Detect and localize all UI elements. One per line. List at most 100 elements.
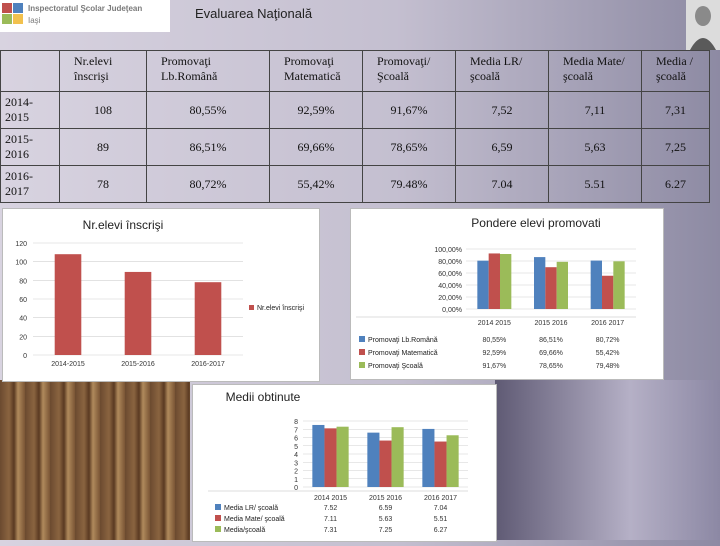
x-tick-label: 2016 2017	[424, 495, 457, 502]
x-tick-label: 2015 2016	[534, 320, 567, 327]
data-label: 92,59%	[482, 350, 506, 357]
table-cell: 89	[59, 128, 147, 166]
bar	[324, 428, 337, 487]
y-tick-label: 4	[294, 452, 298, 459]
bar	[488, 253, 500, 309]
data-label: 78,65%	[539, 363, 563, 370]
data-label: 6.27	[434, 527, 448, 534]
table-cell: 7,11	[548, 91, 642, 129]
legend-swatch	[359, 349, 365, 355]
x-tick-label: 2016-2017	[191, 361, 225, 368]
legend-label: Promovaţi Lb.Română	[368, 337, 438, 344]
y-tick-label: 2	[294, 469, 298, 476]
page-title: Evaluarea Naţională	[195, 6, 313, 21]
chart-panel-enrolled: Nr.elevi înscrişi 0 20 40 60 80 100 120 2014-201…	[2, 208, 320, 382]
y-tick-label: 0,00%	[442, 307, 462, 314]
bar	[336, 426, 349, 487]
y-tick-label: 5	[294, 444, 298, 451]
table-cell: 69,66%	[269, 128, 363, 166]
chart-promoted: Pondere elevi promovati 0,00% 20,00% 40,00%…	[356, 216, 636, 370]
y-tick-label: 100	[15, 260, 27, 267]
table-cell: 6.27	[641, 165, 710, 203]
table-cell: 79.48%	[362, 165, 456, 203]
chart-title: Medii obtinute	[226, 390, 301, 404]
bar	[545, 267, 557, 309]
data-label: 69,66%	[539, 350, 563, 357]
table-cell: 7,25	[641, 128, 710, 166]
results-table: Nr.elevi înscrişi Promovaţi Lb.Română Pr…	[0, 50, 710, 203]
bar	[613, 261, 625, 309]
y-tick-label: 0	[23, 353, 27, 360]
y-tick-label: 1	[294, 477, 298, 484]
table-cell: 91,67%	[362, 91, 456, 129]
data-label: 86,51%	[539, 337, 563, 344]
legend-swatch	[249, 305, 254, 310]
logo-emblem-icon	[2, 3, 23, 24]
table-cell: 7,31	[641, 91, 710, 129]
background-shade	[495, 380, 720, 540]
table-header-cell: Media Mate/ şcoală	[548, 50, 642, 92]
table-header-row: Nr.elevi înscrişi Promovaţi Lb.Română Pr…	[0, 50, 710, 92]
bar	[590, 260, 602, 309]
y-tick-label: 120	[15, 241, 27, 248]
y-tick-label: 0	[294, 485, 298, 492]
data-label: 7.04	[434, 505, 448, 512]
bar	[477, 260, 489, 309]
table-cell: 86,51%	[146, 128, 270, 166]
table-header-cell: Media LR/ şcoală	[455, 50, 549, 92]
y-tick-label: 80,00%	[438, 259, 462, 266]
y-tick-label: 60,00%	[438, 271, 462, 278]
table-header-cell: Promovaţi Matematică	[269, 50, 363, 92]
bar	[446, 435, 459, 487]
y-tick-label: 8	[294, 419, 298, 426]
logo-text-line1: Inspectoratul Şcolar Judeţean	[28, 4, 143, 13]
logo-text-line2: Iaşi	[28, 16, 41, 25]
table-row: 2014-2015 108 80,55% 92,59% 91,67% 7,52 …	[0, 91, 710, 129]
table-cell: 78	[59, 165, 147, 203]
chart-panel-averages: Medii obtinute 0 1 2 3 4 5 6 7 8 2014 2015 2015 201…	[192, 384, 497, 542]
data-label: 7.11	[324, 516, 337, 523]
table-header-cell: Promovaţi/ Şcoală	[362, 50, 456, 92]
legend-swatch	[215, 526, 221, 532]
x-tick-label: 2014 2015	[314, 495, 347, 502]
y-tick-label: 40,00%	[438, 283, 462, 290]
data-label: 79,48%	[596, 363, 620, 370]
table-cell: 80,72%	[146, 165, 270, 203]
portrait-image	[686, 0, 720, 50]
bar	[534, 257, 546, 309]
table-row: 2015-2016 89 86,51% 69,66% 78,65% 6,59 5…	[0, 128, 710, 166]
data-label: 5.63	[379, 516, 393, 523]
chart-title: Pondere elevi promovati	[471, 216, 600, 230]
bar	[367, 432, 380, 487]
table-cell: 5,63	[548, 128, 642, 166]
table-header-cell: Nr.elevi înscrişi	[59, 50, 147, 92]
data-label: 55,42%	[596, 350, 620, 357]
bar	[500, 253, 512, 309]
legend-label: Media LR/ şcoală	[224, 505, 278, 512]
institution-logo: Inspectoratul Şcolar Judeţean Iaşi	[0, 0, 170, 32]
bar	[422, 428, 435, 487]
y-tick-label: 40	[19, 316, 27, 323]
data-label: 6.59	[379, 505, 393, 512]
table-cell: 55,42%	[269, 165, 363, 203]
chart-enrolled: Nr.elevi înscrişi 0 20 40 60 80 100 120 2014-201…	[15, 218, 305, 368]
legend-label: Nr.elevi înscrişi	[257, 305, 305, 312]
bar	[54, 254, 82, 355]
background-books-image	[0, 380, 190, 540]
data-label: 80,72%	[596, 337, 620, 344]
bar	[312, 424, 325, 487]
y-tick-label: 6	[294, 436, 298, 443]
data-label: 7.31	[324, 527, 338, 534]
table-header-cell	[0, 50, 60, 92]
x-tick-label: 2016 2017	[591, 320, 624, 327]
legend-swatch	[359, 336, 365, 342]
bar	[124, 271, 152, 355]
y-tick-label: 7	[294, 427, 298, 434]
table-row-year: 2016-2017	[0, 165, 60, 203]
legend-label: Media/şcoală	[224, 527, 265, 534]
x-tick-label: 2014-2015	[51, 361, 85, 368]
bar	[194, 282, 222, 355]
bar	[602, 275, 614, 309]
table-header-cell: Media /şcoală	[641, 50, 710, 92]
